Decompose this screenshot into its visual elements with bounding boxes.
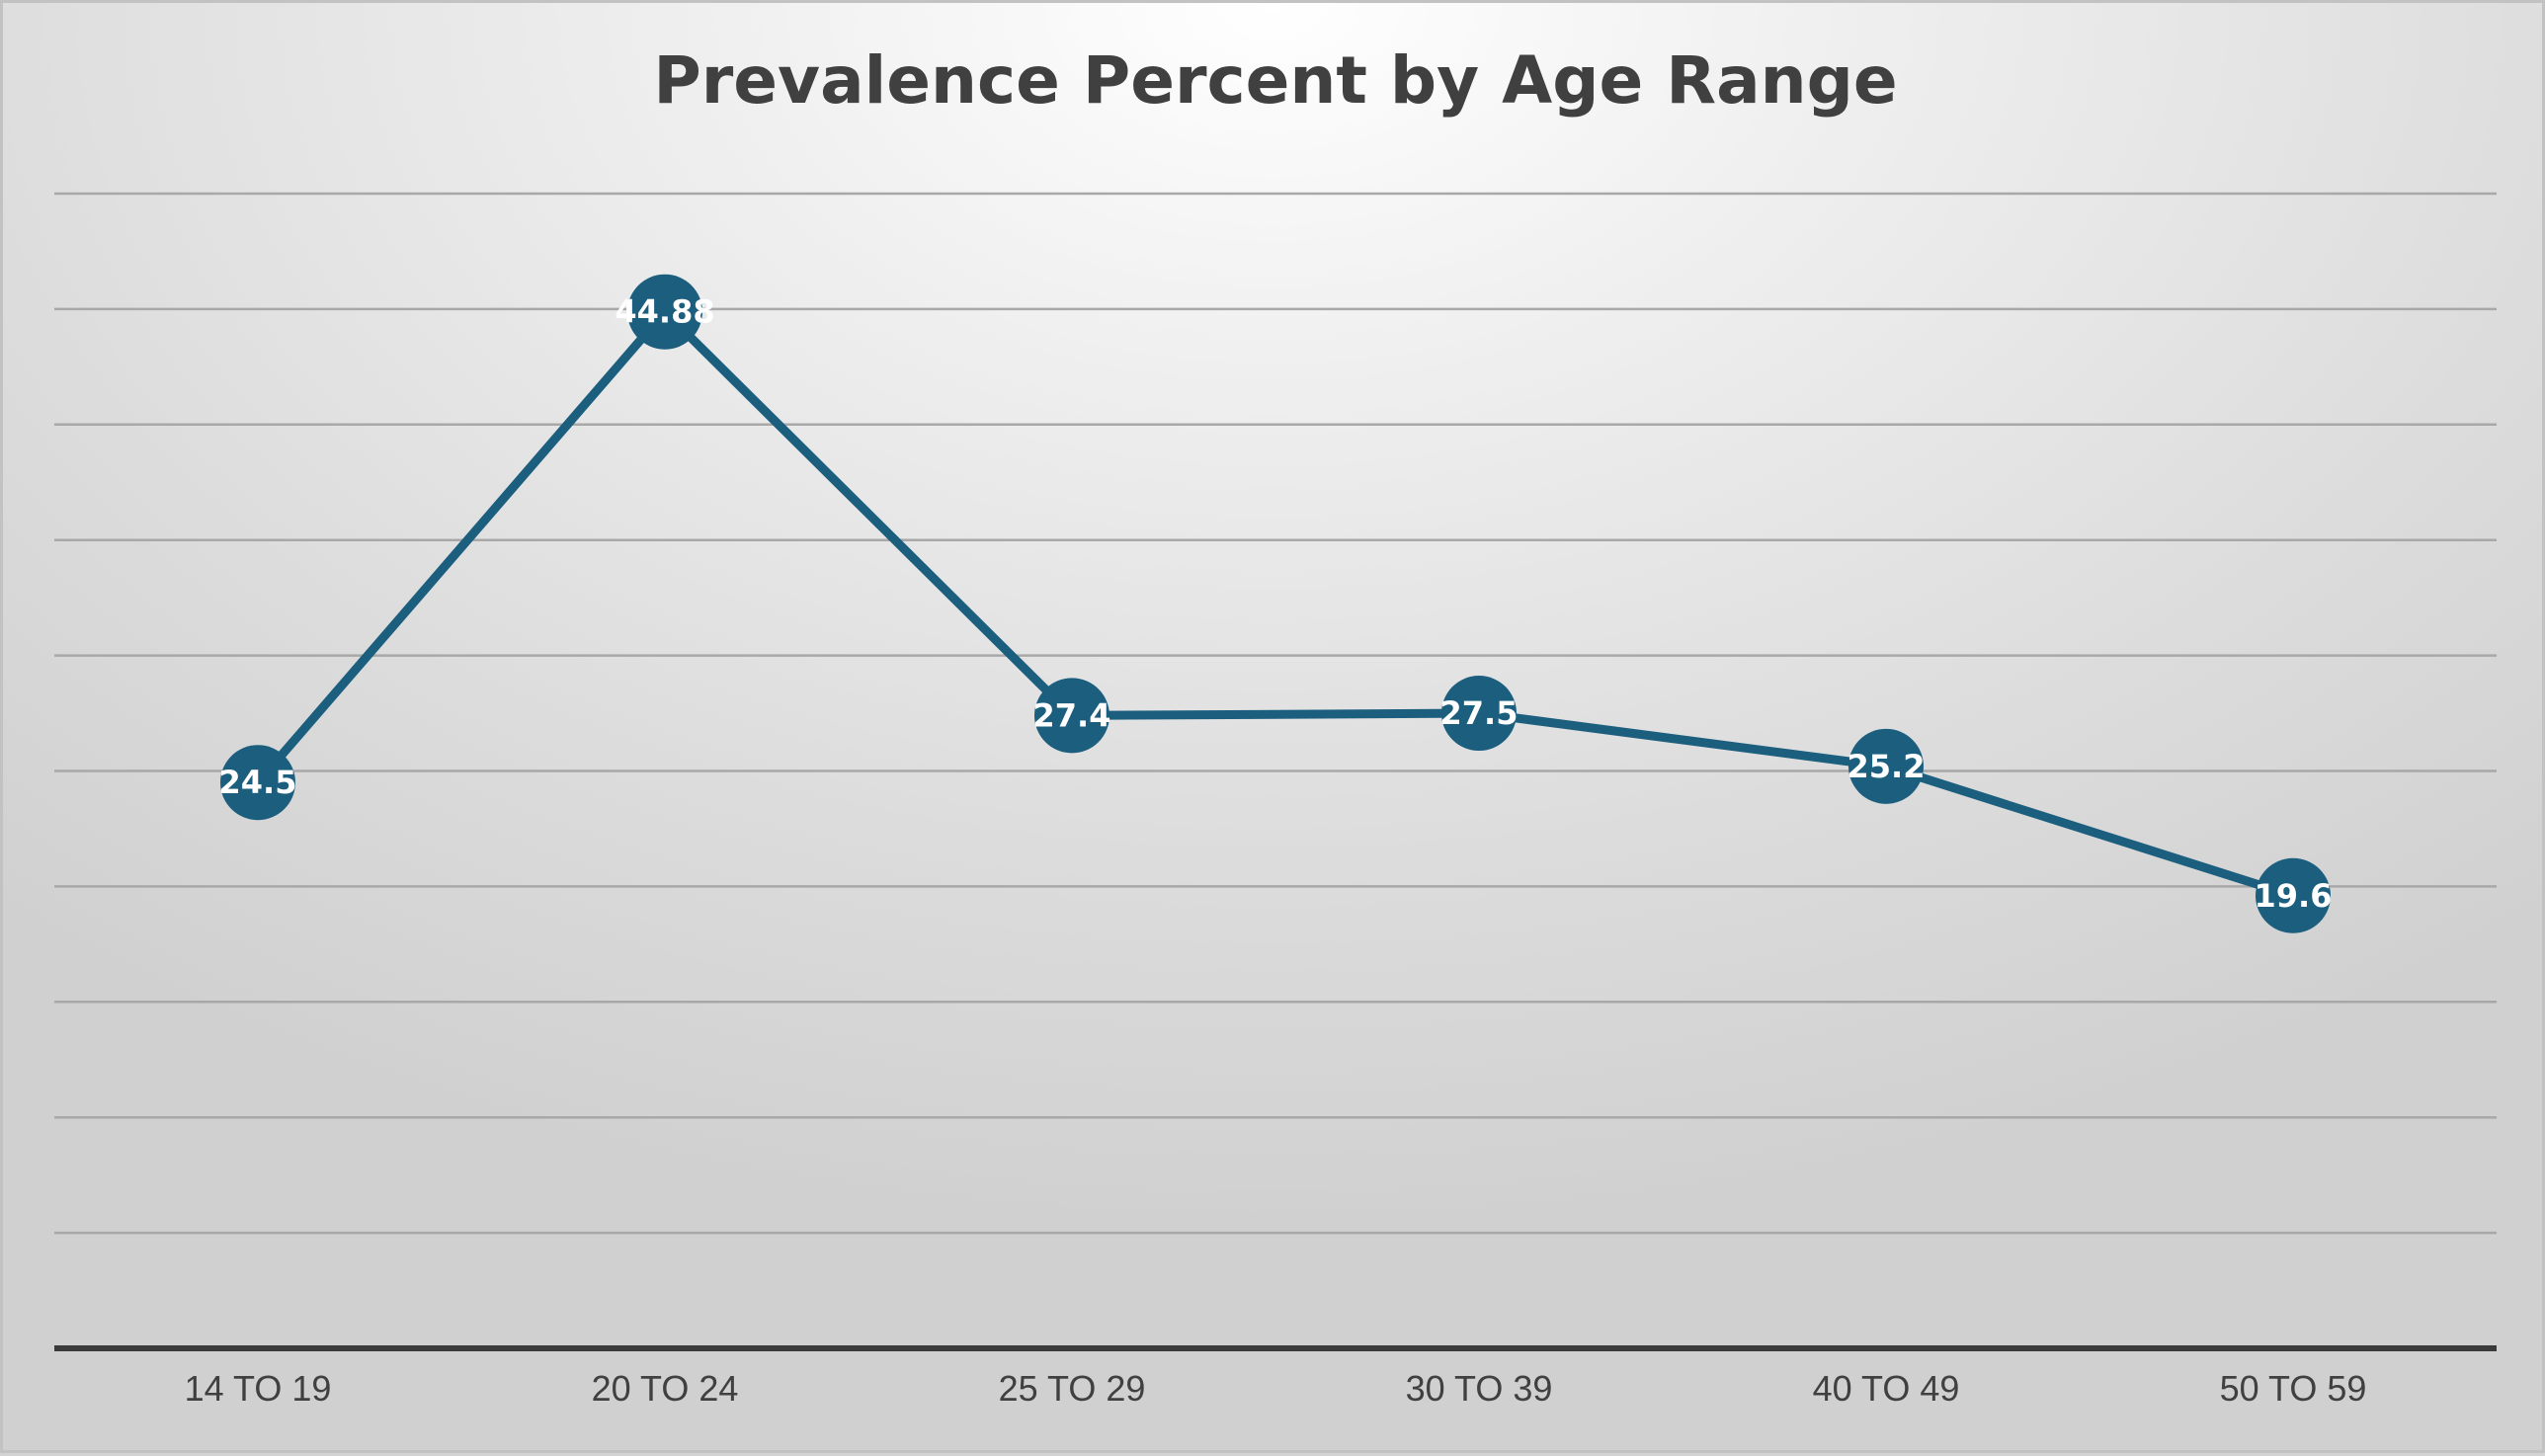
x-tick-label: 20 TO 24 [592,1368,739,1409]
x-tick-label: 14 TO 19 [185,1368,332,1409]
x-tick-label: 30 TO 39 [1406,1368,1553,1409]
data-point [1441,676,1517,752]
x-axis: 14 TO 19 20 TO 24 25 TO 29 30 TO 39 40 TO 49… [54,1345,2497,1409]
data-point [1848,728,1924,804]
data-label: 27.5 [1440,694,1519,732]
data-label: 27.4 [1033,696,1111,734]
series-line-layer [253,307,2298,901]
x-tick-label: 50 TO 59 [2220,1368,2367,1409]
chart-title: Prevalence Percent by Age Range [653,42,1898,119]
gridlines [54,192,2497,1235]
data-point [2256,857,2331,933]
data-point [220,745,295,821]
data-label: 24.5 [219,764,297,801]
data-point [1034,678,1109,754]
marker-layer: 24.5 44.88 27.4 27.5 25.2 19.6 [219,274,2333,933]
data-point [627,274,702,350]
x-tick-label: 40 TO 49 [1813,1368,1960,1409]
series-line [253,307,2298,901]
data-label: 19.6 [2255,877,2333,915]
data-label: 44.88 [615,293,714,331]
x-tick-label: 25 TO 29 [999,1368,1146,1409]
data-label: 25.2 [1847,748,1926,785]
chart-plot: 14 TO 19 20 TO 24 25 TO 29 30 TO 39 40 TO 49… [54,192,2497,1409]
